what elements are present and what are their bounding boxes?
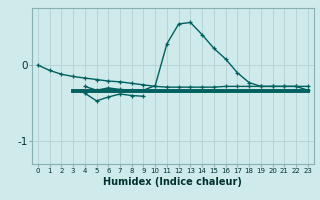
X-axis label: Humidex (Indice chaleur): Humidex (Indice chaleur) (103, 177, 242, 187)
